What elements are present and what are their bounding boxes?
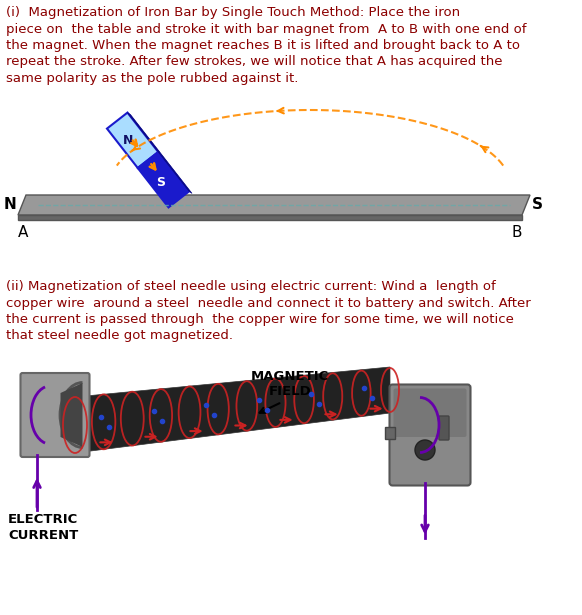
Polygon shape bbox=[75, 367, 390, 453]
Polygon shape bbox=[18, 215, 522, 220]
Text: A: A bbox=[18, 225, 29, 240]
Text: same polarity as the pole rubbed against it.: same polarity as the pole rubbed against… bbox=[6, 72, 299, 85]
Polygon shape bbox=[138, 152, 189, 207]
Text: CURRENT: CURRENT bbox=[8, 529, 78, 542]
Text: the magnet. When the magnet reaches B it is lifted and brought back to A to: the magnet. When the magnet reaches B it… bbox=[6, 39, 520, 52]
Text: repeat the stroke. After few strokes, we will notice that A has acquired the: repeat the stroke. After few strokes, we… bbox=[6, 55, 502, 68]
FancyBboxPatch shape bbox=[439, 416, 449, 440]
Text: S: S bbox=[532, 197, 543, 212]
Text: N: N bbox=[123, 134, 133, 147]
Text: copper wire  around a steel  needle and connect it to battery and switch. After: copper wire around a steel needle and co… bbox=[6, 296, 531, 309]
Text: ELECTRIC: ELECTRIC bbox=[8, 513, 78, 526]
Text: FIELD: FIELD bbox=[269, 385, 311, 398]
Text: MAGNETIC: MAGNETIC bbox=[251, 370, 329, 383]
Text: that steel needle got magnetized.: that steel needle got magnetized. bbox=[6, 330, 233, 343]
FancyBboxPatch shape bbox=[393, 389, 467, 437]
Bar bbox=[385, 427, 395, 439]
Text: piece on  the table and stroke it with bar magnet from  A to B with one end of: piece on the table and stroke it with ba… bbox=[6, 23, 527, 36]
Text: the current is passed through  the copper wire for some time, we will notice: the current is passed through the copper… bbox=[6, 313, 514, 326]
Text: (ii) Magnetization of steel needle using electric current: Wind a  length of: (ii) Magnetization of steel needle using… bbox=[6, 280, 496, 293]
Polygon shape bbox=[18, 195, 530, 215]
Text: B: B bbox=[512, 225, 522, 240]
Polygon shape bbox=[127, 113, 192, 193]
FancyBboxPatch shape bbox=[389, 384, 470, 485]
FancyBboxPatch shape bbox=[20, 373, 90, 457]
Polygon shape bbox=[107, 113, 158, 168]
Text: N: N bbox=[3, 197, 16, 212]
Circle shape bbox=[415, 440, 435, 460]
Text: S: S bbox=[156, 176, 165, 189]
Text: (i)  Magnetization of Iron Bar by Single Touch Method: Place the iron: (i) Magnetization of Iron Bar by Single … bbox=[6, 6, 460, 19]
Polygon shape bbox=[61, 383, 83, 447]
